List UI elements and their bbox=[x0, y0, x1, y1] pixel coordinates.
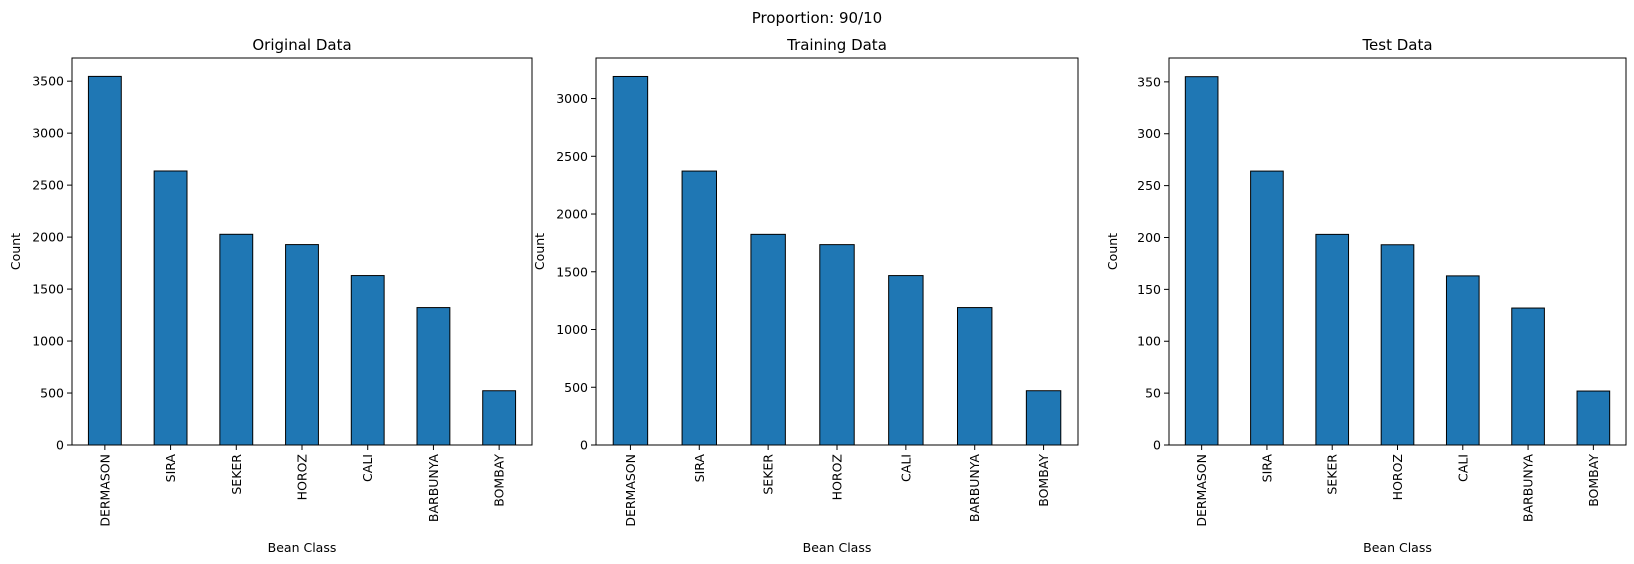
y-tick-label: 1000 bbox=[556, 322, 588, 337]
y-tick-label: 500 bbox=[564, 380, 588, 395]
chart-panel-2: Training Data 0 500 1000 1500 2000 2500 3000 DER… bbox=[532, 36, 1079, 555]
y-tick-label: 1500 bbox=[556, 264, 588, 279]
bar-horoz bbox=[819, 244, 855, 446]
y-axis-label: Count bbox=[8, 233, 23, 270]
x-tick-label: BOMBAY bbox=[492, 454, 507, 507]
bar-dermason bbox=[87, 75, 122, 446]
y-tick-label: 0 bbox=[56, 438, 64, 453]
y-tick-label: 2000 bbox=[556, 207, 588, 222]
y-tick-label: 3000 bbox=[556, 91, 588, 106]
y-tick-label: 1500 bbox=[32, 282, 64, 297]
bar-bombay bbox=[1576, 390, 1611, 446]
bar-cali bbox=[1445, 275, 1480, 446]
x-tick-label: BARBUNYA bbox=[1521, 454, 1536, 523]
x-tick-label: HOROZ bbox=[295, 454, 310, 500]
bar-sira bbox=[1250, 170, 1284, 446]
y-axis-label: Count bbox=[1105, 233, 1120, 270]
bar-horoz bbox=[285, 244, 319, 446]
x-axis-label: Bean Class bbox=[1363, 540, 1432, 555]
bar-cali bbox=[350, 275, 385, 446]
x-tick-label: CALI bbox=[898, 454, 913, 482]
chart-panel-1: Original Data 0 500 1000 1500 2000 2500 3000 350… bbox=[8, 36, 533, 555]
figure-title: Proportion: 90/10 bbox=[752, 9, 882, 27]
y-tick-label: 3000 bbox=[32, 126, 64, 141]
x-tick-label: BOMBAY bbox=[1036, 454, 1051, 507]
chart-title: Original Data bbox=[252, 36, 351, 54]
y-tick-label: 50 bbox=[1145, 386, 1161, 401]
x-tick-label: SEKER bbox=[761, 454, 776, 495]
x-axis-label: Bean Class bbox=[268, 540, 337, 555]
x-tick-label: SIRA bbox=[1259, 454, 1274, 483]
x-tick-label: DERMASON bbox=[623, 454, 638, 527]
y-tick-label: 1000 bbox=[32, 334, 64, 349]
bar-horoz bbox=[1380, 244, 1415, 446]
bar-barbunya bbox=[1511, 307, 1545, 446]
chart-panel-3: Test Data 0 50 100 150 200 250 300 350 DERMASON SI… bbox=[1105, 36, 1627, 555]
chart-title: Training Data bbox=[786, 36, 887, 54]
y-tick-label: 200 bbox=[1137, 230, 1161, 245]
x-tick-label: SIRA bbox=[163, 454, 178, 483]
bar-barbunya bbox=[957, 307, 993, 446]
x-tick-label: BOMBAY bbox=[1586, 454, 1601, 507]
x-tick-label: CALI bbox=[360, 454, 375, 482]
x-tick-label: SEKER bbox=[229, 454, 244, 495]
y-tick-label: 2000 bbox=[32, 230, 64, 245]
bar-seker bbox=[750, 233, 786, 446]
bar-sira bbox=[681, 170, 717, 446]
bar-bombay bbox=[1025, 390, 1062, 446]
chart-title: Test Data bbox=[1361, 36, 1432, 54]
y-tick-label: 0 bbox=[1153, 438, 1161, 453]
bar-dermason bbox=[612, 75, 649, 446]
bar-barbunya bbox=[416, 307, 451, 446]
y-tick-label: 250 bbox=[1137, 178, 1161, 193]
bar-cali bbox=[888, 275, 924, 446]
x-tick-label: SIRA bbox=[692, 454, 707, 483]
bar-seker bbox=[1315, 233, 1350, 446]
x-axis-label: Bean Class bbox=[803, 540, 872, 555]
bar-sira bbox=[153, 170, 188, 446]
x-tick-label: SEKER bbox=[1325, 454, 1340, 495]
y-tick-label: 350 bbox=[1137, 74, 1161, 89]
y-tick-label: 100 bbox=[1137, 334, 1161, 349]
x-tick-label: BARBUNYA bbox=[426, 454, 441, 523]
y-tick-label: 3500 bbox=[32, 74, 64, 89]
bar-dermason bbox=[1184, 76, 1219, 446]
x-tick-label: HOROZ bbox=[1390, 454, 1405, 500]
y-tick-label: 0 bbox=[580, 438, 588, 453]
bar-seker bbox=[219, 233, 254, 446]
y-tick-label: 150 bbox=[1137, 282, 1161, 297]
x-tick-label: BARBUNYA bbox=[967, 454, 982, 523]
x-tick-label: DERMASON bbox=[97, 454, 112, 527]
x-tick-label: CALI bbox=[1455, 454, 1470, 482]
x-tick-label: HOROZ bbox=[830, 454, 845, 500]
y-tick-label: 500 bbox=[40, 386, 64, 401]
x-tick-label: DERMASON bbox=[1194, 454, 1209, 527]
y-axis-label: Count bbox=[532, 233, 547, 270]
y-tick-label: 2500 bbox=[556, 149, 588, 164]
y-tick-label: 300 bbox=[1137, 126, 1161, 141]
bar-bombay bbox=[482, 390, 517, 446]
y-tick-label: 2500 bbox=[32, 178, 64, 193]
